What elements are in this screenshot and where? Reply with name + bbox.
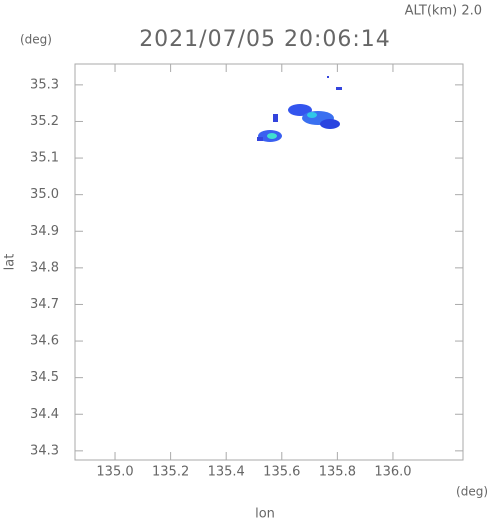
echo	[288, 104, 312, 116]
y-unit: (deg)	[20, 33, 52, 47]
y-tick-label: 34.5	[30, 370, 59, 385]
y-axis-label: lat	[3, 254, 18, 271]
x-axis-label: lon	[255, 507, 275, 521]
echo	[320, 119, 340, 129]
echo	[257, 137, 263, 141]
y-tick-label: 34.4	[30, 407, 59, 422]
y-tick-label: 35.1	[30, 151, 59, 166]
y-tick-label: 34.6	[30, 334, 59, 349]
plot-frame	[74, 63, 464, 461]
echo	[267, 133, 277, 139]
x-tick-label: 135.4	[208, 465, 245, 480]
chart-title: 2021/07/05 20:06:14	[139, 27, 391, 52]
x-tick-label: 135.2	[152, 465, 189, 480]
x-unit: (deg)	[456, 485, 488, 499]
y-tick-label: 35.3	[30, 77, 59, 92]
y-tick-label: 35.2	[30, 114, 59, 129]
echo	[336, 87, 342, 90]
y-tick-label: 34.8	[30, 260, 59, 275]
echo	[327, 76, 329, 78]
x-tick-label: 135.6	[263, 465, 300, 480]
y-tick-label: 34.9	[30, 224, 59, 239]
x-tick-label: 135.0	[96, 465, 133, 480]
y-tick-label: 35.0	[30, 187, 59, 202]
echo-blobs	[257, 76, 342, 142]
echo	[273, 114, 278, 122]
y-tick-label: 34.7	[30, 297, 59, 312]
altitude-label: ALT(km) 2.0	[405, 4, 482, 19]
echo	[307, 112, 317, 118]
x-tick-label: 136.0	[374, 465, 411, 480]
x-tick-label: 135.8	[319, 465, 356, 480]
y-tick-label: 34.3	[30, 443, 59, 458]
